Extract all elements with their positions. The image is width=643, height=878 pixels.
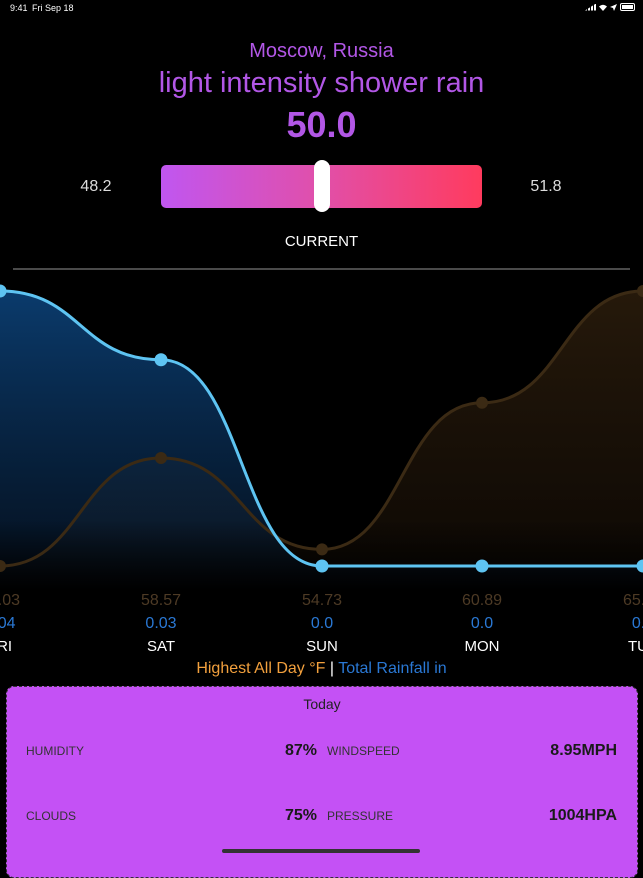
- high-point-mon: [476, 397, 488, 409]
- pressure-label: PRESSURE: [327, 809, 393, 823]
- high-value-fri: 54.03: [0, 592, 45, 610]
- today-title: Today: [7, 696, 637, 712]
- rain-value-tue: 0.0: [598, 615, 643, 633]
- forecast-chart: [0, 270, 643, 590]
- windspeed-label: WINDSPEED: [327, 744, 400, 758]
- windspeed-value: 8.95MPH: [477, 742, 617, 760]
- rain-value-sun: 0.0: [277, 615, 367, 633]
- rain-point-sat: [155, 353, 168, 366]
- high-point-sat: [155, 452, 167, 464]
- day-label-mon: MON: [437, 638, 527, 655]
- high-value-sat: 58.57: [116, 592, 206, 610]
- status-icons: [585, 3, 635, 11]
- legend-rain: Total Rainfall in: [338, 660, 447, 677]
- range-min: 48.2: [60, 178, 132, 196]
- wifi-icon: [599, 4, 607, 11]
- location-icon: [610, 4, 617, 11]
- humidity-label: HUMIDITY: [26, 744, 84, 758]
- day-label-fri: FRI: [0, 638, 45, 655]
- current-temperature: 50.0: [0, 104, 643, 146]
- current-label: CURRENT: [0, 233, 643, 250]
- clouds-label: CLOUDS: [26, 809, 76, 823]
- chart-legend: Highest All Day °F | Total Rainfall in: [0, 660, 643, 678]
- range-thumb[interactable]: [314, 160, 330, 212]
- rain-value-mon: 0.0: [437, 615, 527, 633]
- range-max: 51.8: [510, 178, 582, 196]
- status-time: 9:41: [10, 3, 28, 13]
- day-label-sun: SUN: [277, 638, 367, 655]
- day-label-tue: TUE: [598, 638, 643, 655]
- high-value-mon: 60.89: [437, 592, 527, 610]
- weather-condition: light intensity shower rain: [0, 67, 643, 100]
- legend-high: Highest All Day °F: [196, 660, 325, 677]
- high-value-tue: 65.59: [598, 592, 643, 610]
- location-name: Moscow, Russia: [0, 40, 643, 63]
- pressure-value: 1004HPA: [477, 807, 617, 825]
- chart-fade: [0, 270, 643, 590]
- high-value-sun: 54.73: [277, 592, 367, 610]
- rain-point-mon: [476, 560, 489, 573]
- humidity-value: 87%: [227, 742, 317, 760]
- day-label-sat: SAT: [116, 638, 206, 655]
- clouds-value: 75%: [227, 807, 317, 825]
- status-bar: 9:41 Fri Sep 18: [0, 0, 643, 16]
- rain-value-sat: 0.03: [116, 615, 206, 633]
- legend-separator: |: [330, 660, 334, 677]
- rain-point-sun: [316, 560, 329, 573]
- status-date: Fri Sep 18: [32, 3, 74, 13]
- home-indicator: [222, 849, 420, 853]
- rain-value-fri: 0.04: [0, 615, 45, 633]
- cellular-signal-icon: [585, 4, 596, 11]
- battery-icon: [620, 3, 635, 11]
- high-point-sun: [316, 543, 328, 555]
